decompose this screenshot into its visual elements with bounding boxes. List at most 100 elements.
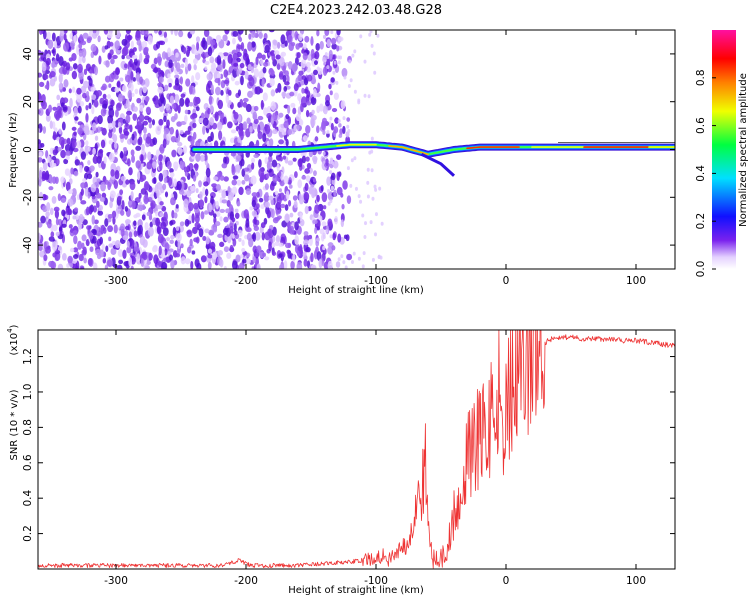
spectrogram-cell bbox=[289, 229, 295, 235]
spectrogram-cell bbox=[184, 109, 189, 115]
spectrogram-cell bbox=[304, 182, 309, 192]
spectrogram-cell bbox=[77, 105, 82, 114]
spectrogram-cell bbox=[110, 58, 115, 65]
spectrogram-cell bbox=[278, 112, 284, 118]
spectrogram-cell bbox=[178, 85, 183, 93]
spectrogram-cell bbox=[306, 74, 313, 82]
spectrogram-cell bbox=[292, 157, 297, 162]
spectrogram-cell bbox=[170, 30, 174, 35]
spectrogram-cell bbox=[53, 206, 60, 212]
spectrogram-cell bbox=[245, 218, 250, 229]
spectrogram-cell bbox=[73, 235, 78, 245]
spectrogram-cell bbox=[328, 83, 332, 90]
spectrogram-y-label: Frequency (Hz) bbox=[8, 112, 19, 188]
spectrogram-cell bbox=[371, 196, 375, 201]
spectrogram-cell bbox=[192, 122, 197, 129]
spectrogram-cell bbox=[92, 147, 96, 155]
spectrogram-cell bbox=[135, 160, 141, 169]
spectrogram-cell bbox=[266, 173, 270, 179]
spectrogram-cell bbox=[143, 194, 149, 205]
spectrogram-cell bbox=[191, 75, 195, 84]
spectrogram-cell bbox=[42, 56, 47, 63]
spectrogram-cell bbox=[73, 34, 77, 44]
spectrogram-cell bbox=[193, 237, 199, 243]
spectrogram-cell bbox=[73, 170, 79, 177]
spectrogram-cell bbox=[219, 216, 223, 222]
spectrogram-cell bbox=[346, 166, 350, 171]
spectrogram-cell bbox=[96, 89, 103, 97]
spectrogram-cell bbox=[313, 88, 317, 99]
spectrogram-cell bbox=[113, 263, 118, 269]
spectrogram-cell bbox=[190, 114, 196, 120]
spectrogram-cell bbox=[271, 251, 277, 257]
spectrogram-cell bbox=[125, 179, 130, 185]
spectrogram-cell bbox=[290, 260, 295, 269]
spectrogram-cell bbox=[160, 93, 165, 104]
spectrogram-cell bbox=[184, 57, 188, 68]
spectrogram-cell bbox=[122, 249, 127, 259]
spectrogram-cell bbox=[164, 191, 169, 198]
spectrogram-cell bbox=[284, 204, 289, 211]
spectrogram-cell bbox=[248, 76, 255, 87]
spectrogram-cell bbox=[120, 175, 126, 182]
spectrogram-cell bbox=[250, 157, 256, 163]
spectrogram-cell bbox=[128, 167, 133, 176]
figure-title: C2E4.2023.242.03.48.G28 bbox=[270, 3, 442, 18]
spectrogram-cell bbox=[213, 176, 219, 181]
colorbar-scale bbox=[712, 30, 736, 269]
spectrogram-cell bbox=[278, 242, 284, 247]
spectrogram-cell bbox=[305, 124, 311, 134]
spectrogram-cell bbox=[131, 133, 135, 141]
spectrogram-cell bbox=[195, 106, 200, 112]
spectrogram-cell bbox=[46, 202, 51, 212]
spectrogram-cell bbox=[164, 248, 168, 256]
spectrogram-cell bbox=[287, 30, 292, 37]
spectrogram-cell bbox=[315, 237, 321, 242]
spectrogram-cell bbox=[85, 112, 89, 123]
spectrogram-cell bbox=[281, 129, 288, 136]
spectrogram-cell bbox=[318, 103, 324, 112]
spectrogram-cell bbox=[256, 191, 260, 198]
spectrogram-cell bbox=[332, 70, 336, 75]
spectrogram-cell bbox=[131, 154, 135, 163]
spectrogram-cell bbox=[212, 251, 218, 260]
spectrogram-cell bbox=[284, 213, 290, 223]
spectrogram-cell bbox=[322, 245, 326, 251]
spectrogram-cell bbox=[127, 158, 131, 167]
spectrogram-cell bbox=[268, 30, 275, 33]
spectrogram-cell bbox=[275, 201, 281, 210]
spectrogram-cell bbox=[40, 142, 45, 148]
spectrogram-cell bbox=[378, 186, 382, 191]
spectrogram-cell bbox=[45, 149, 49, 159]
spectrogram-cell bbox=[85, 239, 90, 247]
spectrogram-cell bbox=[180, 243, 184, 249]
spectrogram-cell bbox=[51, 155, 57, 161]
spectrogram-cell bbox=[65, 181, 71, 192]
spectrogram-cell bbox=[162, 169, 168, 178]
spectrogram-cell bbox=[179, 97, 185, 107]
spectrogram-cell bbox=[294, 235, 300, 246]
spectrogram-cell bbox=[223, 246, 230, 253]
snr-frame bbox=[37, 329, 676, 570]
spectrogram-cell bbox=[88, 205, 93, 215]
spectrogram-cell bbox=[310, 117, 316, 127]
spectrogram-cell bbox=[155, 41, 161, 49]
spectrogram-cell bbox=[46, 155, 51, 163]
spectrogram-cell bbox=[337, 60, 341, 65]
spectrogram-cell bbox=[299, 212, 303, 222]
spectrogram-cell bbox=[361, 213, 365, 218]
spectrogram-cell bbox=[121, 47, 128, 57]
spectrogram-cell bbox=[204, 228, 210, 234]
spectrogram-cell bbox=[129, 124, 133, 133]
spectrogram-cell bbox=[161, 261, 167, 269]
spectrogram-cell bbox=[217, 99, 224, 110]
spectrogram-cell bbox=[48, 186, 54, 191]
spectrogram-cell bbox=[243, 209, 249, 219]
spectrogram-cell bbox=[310, 48, 315, 59]
spectrogram-cell bbox=[112, 54, 118, 60]
spectrogram-cell bbox=[296, 124, 301, 130]
spectrogram-cell bbox=[169, 172, 175, 178]
spectrogram-cell bbox=[207, 261, 212, 269]
spectrogram-cell bbox=[276, 163, 280, 172]
spectrogram-cell bbox=[278, 171, 282, 178]
